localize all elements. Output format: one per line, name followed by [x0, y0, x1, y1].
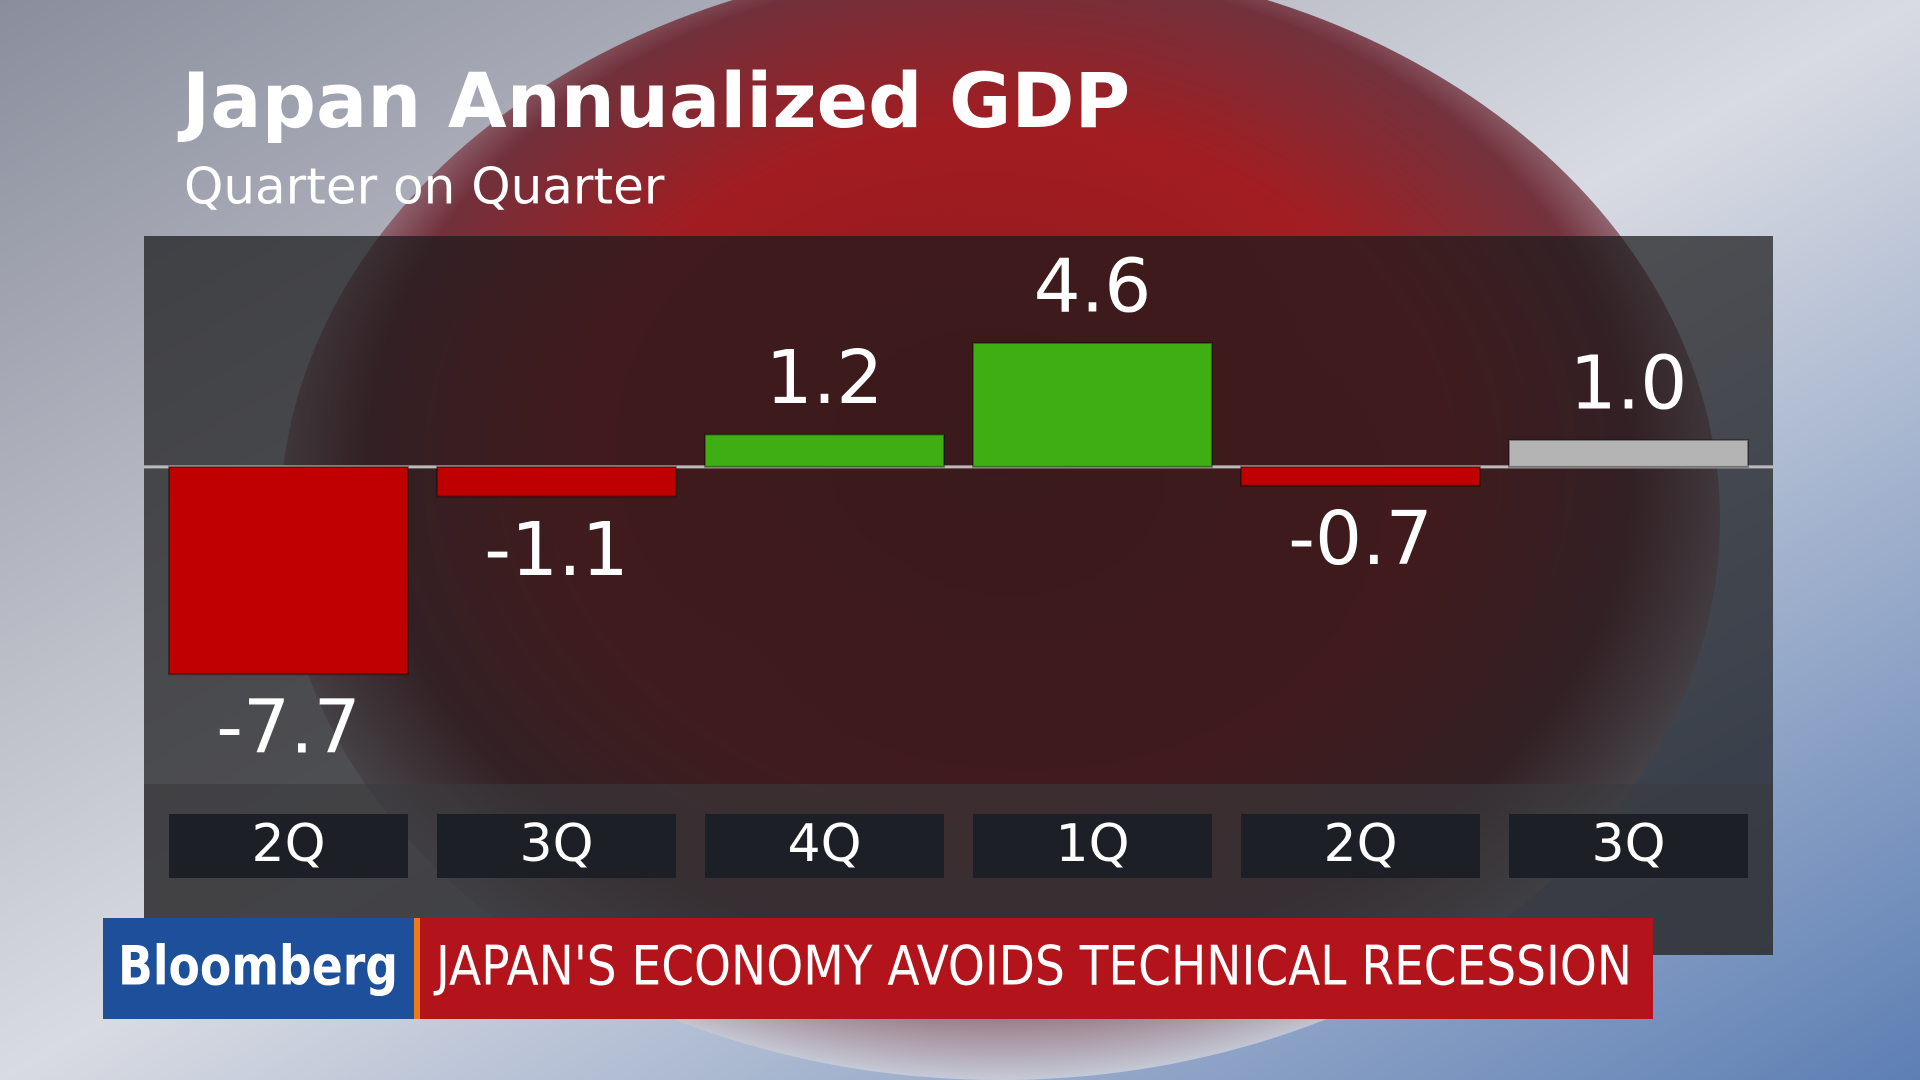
bar — [1508, 438, 1749, 468]
bar — [972, 342, 1213, 468]
category-box — [437, 814, 676, 878]
value-label: 4.6 — [1034, 244, 1152, 330]
category-box — [705, 814, 944, 878]
x-tick-label: 2Q — [251, 814, 325, 874]
bar — [436, 465, 677, 498]
headline-box — [420, 918, 1653, 1019]
x-tick-label: 1Q — [1055, 814, 1129, 874]
value-label: 1.2 — [766, 335, 884, 421]
category-box — [973, 814, 1212, 878]
headline: JAPAN'S ECONOMY AVOIDS TECHNICAL RECESSI… — [433, 935, 1632, 998]
bar — [168, 465, 409, 676]
x-tick-label: 4Q — [787, 814, 861, 874]
brand-stripe — [414, 918, 420, 1019]
category-box — [1509, 814, 1748, 878]
value-label: -7.7 — [216, 685, 360, 771]
value-label: -0.7 — [1288, 496, 1432, 582]
x-tick-label: 3Q — [519, 814, 593, 874]
brand-box — [103, 918, 414, 1019]
x-tick-label: 3Q — [1591, 814, 1665, 874]
bar — [704, 433, 945, 468]
category-box — [1241, 814, 1480, 878]
category-box — [169, 814, 408, 878]
chart-title: Japan Annualized GDP — [177, 56, 1130, 145]
x-tick-label: 2Q — [1323, 814, 1397, 874]
brand: Bloomberg — [118, 935, 398, 998]
value-label: -1.1 — [484, 507, 628, 593]
value-label: 1.0 — [1570, 340, 1688, 426]
chart-subtitle: Quarter on Quarter — [184, 158, 665, 216]
bar — [1240, 465, 1481, 487]
